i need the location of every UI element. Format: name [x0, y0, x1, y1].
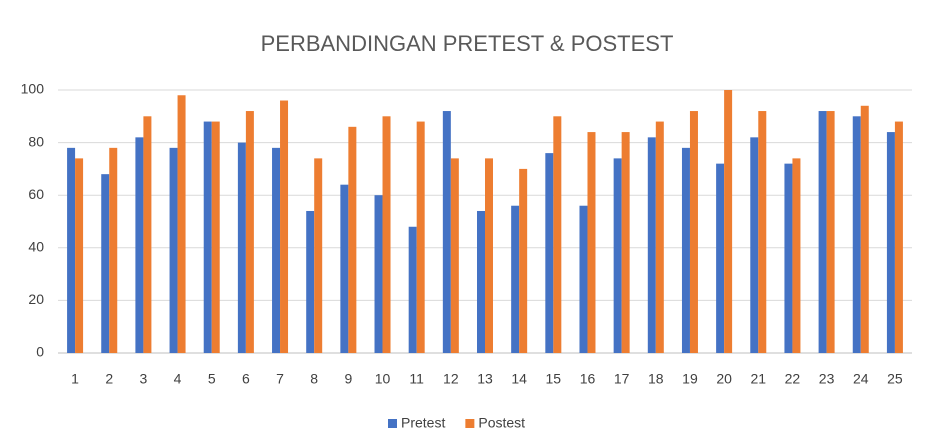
bar: [485, 158, 493, 353]
x-tick-label: 7: [276, 371, 284, 387]
legend-swatch: [388, 419, 397, 428]
chart-title: PERBANDINGAN PRETEST & POSTEST: [261, 31, 674, 56]
bar: [750, 137, 759, 353]
bar: [818, 111, 827, 353]
bar: [348, 126, 357, 353]
bar: [340, 184, 349, 353]
x-tick-label: 19: [682, 371, 698, 387]
bar: [135, 137, 144, 353]
x-tick-label: 2: [105, 371, 113, 387]
bar: [109, 147, 118, 353]
x-tick-label: 14: [511, 371, 527, 387]
bar: [716, 163, 725, 353]
y-tick-label: 40: [28, 239, 44, 255]
x-tick-label: 6: [242, 371, 250, 387]
bar: [237, 142, 246, 353]
bar: [647, 137, 656, 353]
bar: [280, 100, 289, 354]
bar: [886, 132, 895, 353]
bar: [579, 205, 588, 353]
bar: [314, 158, 323, 353]
bar: [545, 153, 554, 353]
bar: [587, 132, 596, 353]
x-tick-label: 21: [750, 371, 766, 387]
bar: [408, 226, 417, 353]
bar: [374, 195, 383, 353]
y-tick-label: 60: [28, 186, 44, 202]
bar: [442, 111, 451, 353]
x-tick-label: 24: [853, 371, 869, 387]
bar: [450, 158, 459, 353]
bar: [613, 158, 622, 353]
bar: [894, 121, 903, 353]
bar: [211, 121, 220, 353]
y-tick-label: 100: [21, 81, 45, 97]
x-tick-label: 15: [546, 371, 562, 387]
bar: [758, 111, 767, 353]
bar: [272, 147, 281, 353]
bar: [245, 111, 254, 353]
x-tick-label: 23: [819, 371, 835, 387]
bar: [860, 105, 869, 353]
legend-label: Pretest: [401, 415, 445, 431]
x-tick-label: 8: [310, 371, 318, 387]
bar: [67, 147, 76, 353]
x-tick-label: 25: [887, 371, 903, 387]
bar: [203, 121, 212, 353]
x-tick-label: 11: [409, 371, 424, 387]
bar: [519, 168, 528, 353]
bar: [681, 147, 690, 353]
bar: [724, 90, 733, 353]
x-tick-label: 3: [140, 371, 148, 387]
bar: [143, 116, 152, 353]
y-tick-label: 20: [28, 291, 44, 307]
bar: [306, 210, 315, 353]
x-tick-label: 17: [614, 371, 630, 387]
x-tick-label: 1: [71, 371, 79, 387]
bar: [169, 147, 178, 353]
bar: [655, 121, 664, 353]
x-tick-label: 9: [344, 371, 352, 387]
x-tick-label: 22: [785, 371, 801, 387]
bar: [477, 210, 485, 353]
bar: [826, 111, 835, 353]
x-tick-label: 20: [716, 371, 732, 387]
legend-swatch: [465, 419, 475, 428]
bar: [382, 116, 391, 353]
x-tick-label: 18: [648, 371, 664, 387]
bar: [792, 158, 801, 353]
bar: [177, 95, 186, 353]
y-tick-label: 80: [28, 133, 44, 149]
bar: [621, 132, 630, 353]
bar: [416, 121, 425, 353]
bar: [511, 205, 520, 353]
bar: [784, 163, 793, 353]
bar: [852, 116, 861, 353]
x-tick-label: 10: [375, 371, 391, 387]
bar: [553, 116, 562, 353]
bar: [101, 174, 110, 353]
legend-label: Postest: [478, 415, 525, 431]
x-tick-label: 4: [174, 371, 182, 387]
x-tick-label: 16: [580, 371, 596, 387]
x-tick-label: 12: [443, 371, 459, 387]
x-tick-label: 13: [477, 371, 493, 387]
bar: [689, 111, 698, 353]
y-tick-label: 0: [36, 344, 44, 360]
bar: [75, 158, 84, 353]
x-tick-label: 5: [208, 371, 216, 387]
